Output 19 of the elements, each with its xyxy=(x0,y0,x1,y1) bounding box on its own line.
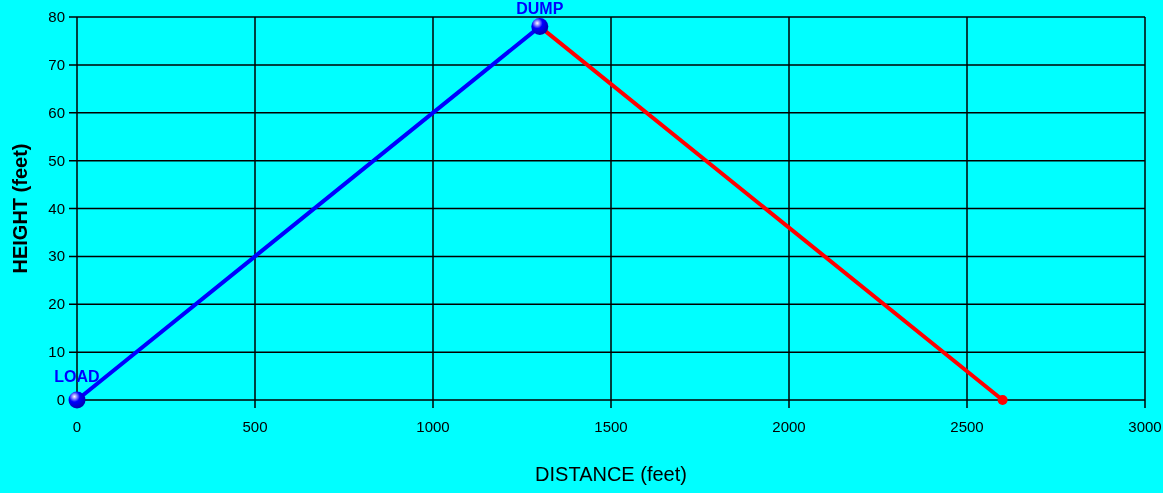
y-tick-label: 30 xyxy=(48,247,65,265)
x-tick-label: 2500 xyxy=(950,418,984,435)
x-tick-label: 2000 xyxy=(772,418,806,435)
x-tick-label: 1000 xyxy=(416,418,450,435)
x-tick-label: 3000 xyxy=(1128,418,1162,435)
x-tick-label: 1500 xyxy=(594,418,628,435)
y-tick-label: 40 xyxy=(48,199,65,217)
y-tick-label: 0 xyxy=(56,391,65,408)
y-tick-label: 10 xyxy=(48,343,65,361)
x-tick-label: 0 xyxy=(72,418,82,435)
x-tick-label: 500 xyxy=(242,418,268,435)
y-tick-label: 50 xyxy=(48,151,65,169)
y-tick-label: 20 xyxy=(48,295,65,313)
y-tick-label: 70 xyxy=(48,55,65,73)
x-axis-title: DISTANCE (feet) xyxy=(535,463,687,485)
y-tick-label: 80 xyxy=(48,8,65,25)
y-tick-label: 60 xyxy=(48,103,65,121)
y-axis-title: HEIGHT (feet) xyxy=(9,143,31,274)
annotation: DUMP xyxy=(516,0,564,17)
